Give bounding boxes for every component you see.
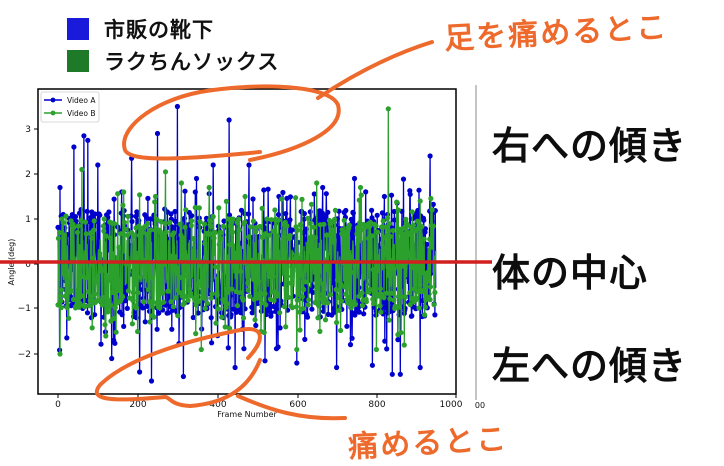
svg-text:−1: −1 xyxy=(18,304,31,314)
svg-text:800: 800 xyxy=(368,400,385,410)
svg-text:400: 400 xyxy=(209,400,226,410)
y-axis: 3 2 1 0 −1 −2 xyxy=(18,125,38,360)
legend-label-rakuchin-socks: ラクちんソックス xyxy=(104,50,280,74)
legend-label-commercial-socks: 市販の靴下 xyxy=(104,18,214,42)
svg-text:2: 2 xyxy=(25,170,31,180)
svg-text:0: 0 xyxy=(25,260,31,270)
stray-tick-label: 00 xyxy=(475,401,485,410)
legend-entry-video-a: Video A xyxy=(67,96,96,105)
annotation-bottom: 痛めるとこ xyxy=(347,421,509,466)
legend-swatch-rakuchin-socks xyxy=(67,50,89,72)
label-left-tilt: 左への傾き xyxy=(492,344,688,388)
svg-text:600: 600 xyxy=(289,400,306,410)
legend-swatch-commercial-socks xyxy=(67,18,89,40)
svg-text:0: 0 xyxy=(55,400,61,410)
svg-text:1000: 1000 xyxy=(440,400,463,410)
x-axis-label: Frame Number xyxy=(217,410,277,419)
label-body-center: 体の中心 xyxy=(492,251,649,295)
series-line-video-b xyxy=(57,108,437,355)
x-axis: 0 200 400 600 800 1000 xyxy=(55,394,463,410)
svg-text:1: 1 xyxy=(25,215,31,225)
svg-text:−2: −2 xyxy=(18,350,31,360)
svg-text:200: 200 xyxy=(129,400,146,410)
label-right-tilt: 右への傾き xyxy=(492,124,688,168)
annotation-strokes xyxy=(94,40,434,421)
chart-legend: Video A Video B xyxy=(40,91,100,123)
svg-text:3: 3 xyxy=(25,125,31,135)
legend-entry-video-b: Video B xyxy=(67,109,96,118)
